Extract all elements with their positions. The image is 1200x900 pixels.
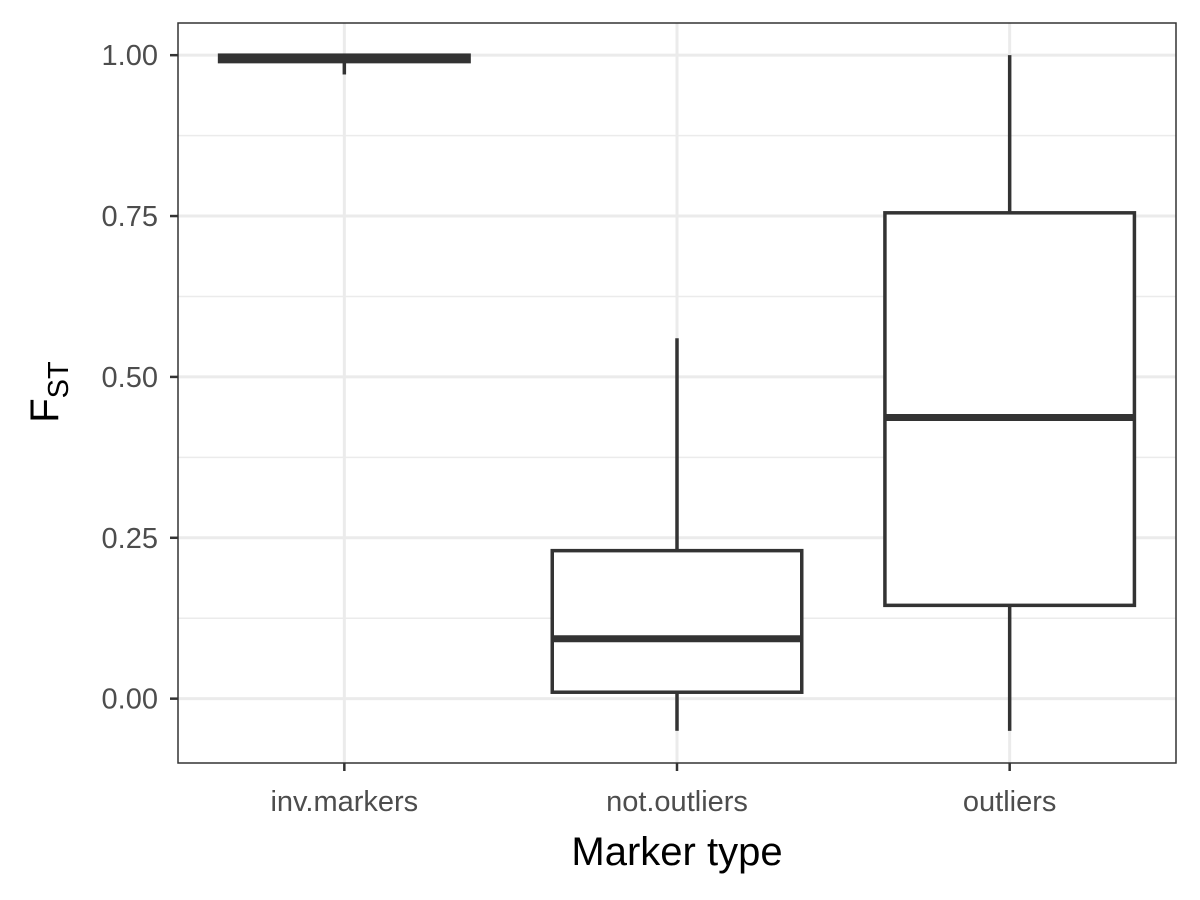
x-tick-label: inv.markers: [270, 786, 418, 818]
y-tick-label: 0.00: [102, 684, 158, 716]
box-layer: [217, 53, 1137, 731]
box-not.outliers: [550, 338, 804, 731]
y-axis-title-main: F: [23, 398, 67, 422]
iqr-box: [550, 548, 804, 694]
box-outliers: [883, 55, 1137, 731]
y-axis: 0.00 0.25 0.50 0.75 1.00: [102, 40, 178, 716]
x-tick-label: not.outliers: [606, 786, 748, 818]
y-tick-label: 0.50: [102, 362, 158, 394]
x-tick-label: outliers: [963, 786, 1057, 818]
box-inv.markers: [217, 53, 471, 75]
x-axis-title: Marker type: [571, 830, 782, 874]
y-axis-title-subscript: ST: [43, 361, 75, 398]
x-axis: inv.markers not.outliers outliers: [270, 763, 1056, 818]
y-tick-label: 1.00: [102, 40, 158, 72]
y-tick-label: 0.75: [102, 201, 158, 233]
y-axis-title: FST: [23, 361, 75, 423]
iqr-box: [883, 211, 1137, 608]
y-tick-label: 0.25: [102, 523, 158, 555]
